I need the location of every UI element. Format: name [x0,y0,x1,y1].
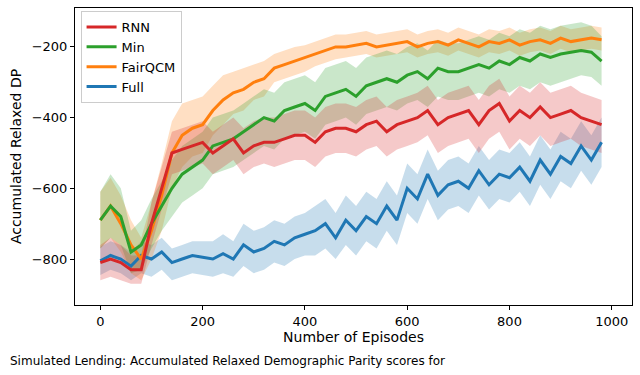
svg-text:−600: −600 [32,181,68,196]
svg-text:Full: Full [122,80,144,95]
svg-text:FairQCM: FairQCM [122,60,176,75]
svg-text:Min: Min [122,40,145,55]
svg-text:RNN: RNN [122,20,150,35]
svg-text:Simulated Lending: Accumulated: Simulated Lending: Accumulated Relaxed D… [10,354,445,368]
svg-text:600: 600 [395,314,420,329]
svg-text:−400: −400 [32,110,68,125]
svg-text:1000: 1000 [595,314,628,329]
svg-text:800: 800 [497,314,522,329]
svg-text:Accumulated Relaxed DP: Accumulated Relaxed DP [8,69,24,244]
svg-text:Number of Episodes: Number of Episodes [283,329,424,345]
svg-text:−800: −800 [32,252,68,267]
svg-text:−200: −200 [32,39,68,54]
svg-text:400: 400 [292,314,317,329]
svg-text:0: 0 [96,314,104,329]
svg-text:200: 200 [190,314,215,329]
